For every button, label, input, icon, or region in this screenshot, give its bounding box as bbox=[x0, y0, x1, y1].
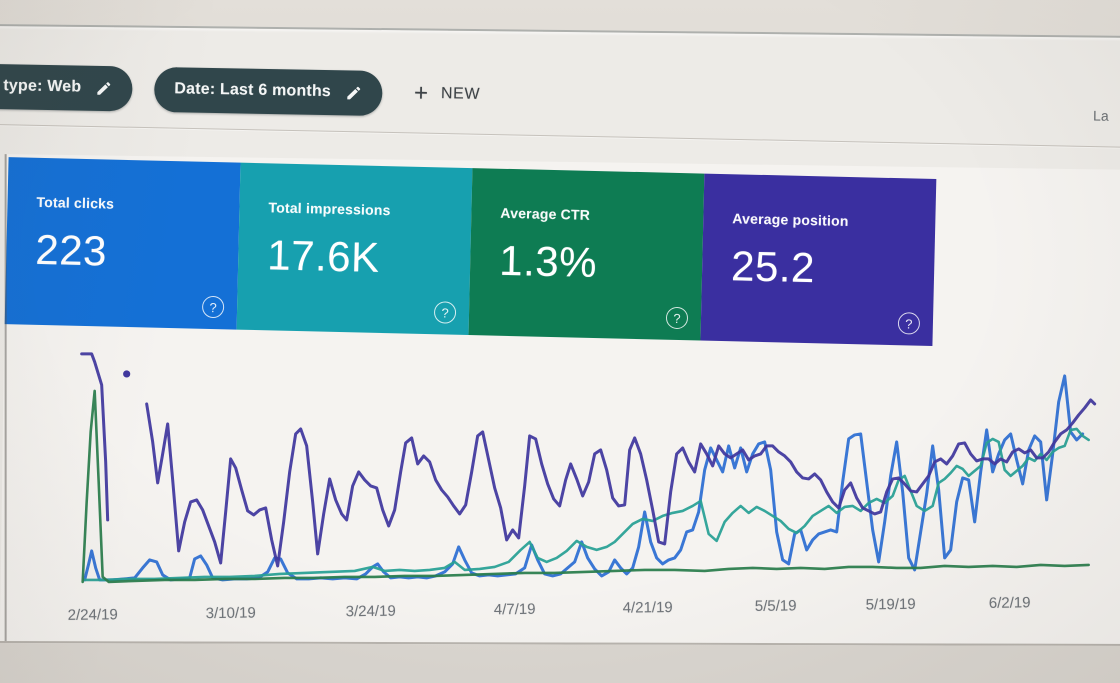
average-position-value: 25.2 bbox=[730, 242, 816, 292]
date-filter-chip[interactable]: Date: Last 6 months bbox=[153, 66, 383, 116]
help-icon[interactable]: ? bbox=[665, 306, 689, 330]
search-console-screen: type: Web Date: Last 6 months + NEW La T… bbox=[0, 24, 1120, 683]
search-type-filter-chip[interactable]: type: Web bbox=[0, 63, 133, 111]
x-axis-tick-label: 4/21/19 bbox=[622, 599, 673, 617]
help-icon[interactable]: ? bbox=[433, 301, 457, 324]
plus-icon: + bbox=[413, 79, 429, 107]
date-filter-label: Date: Last 6 months bbox=[174, 80, 332, 101]
performance-line-chart[interactable] bbox=[0, 342, 1111, 647]
last-updated-partial-text: La bbox=[1093, 107, 1109, 124]
edit-pencil-icon[interactable] bbox=[345, 84, 362, 101]
help-icon[interactable]: ? bbox=[201, 295, 225, 319]
total-impressions-card[interactable]: Total impressions 17.6K ? bbox=[236, 162, 473, 336]
metric-cards-row: Total clicks 223 ? Total impressions 17.… bbox=[4, 157, 937, 346]
help-icon[interactable]: ? bbox=[897, 312, 921, 335]
total-impressions-label: Total impressions bbox=[268, 199, 391, 219]
average-ctr-card[interactable]: Average CTR 1.3% ? bbox=[468, 168, 705, 341]
new-filter-button-label: NEW bbox=[440, 85, 481, 103]
average-position-label: Average position bbox=[732, 210, 849, 229]
edit-pencil-icon[interactable] bbox=[95, 79, 112, 96]
x-axis-tick-label: 5/5/19 bbox=[754, 597, 797, 615]
total-clicks-card[interactable]: Total clicks 223 ? bbox=[4, 157, 241, 330]
average-position-card[interactable]: Average position 25.2 ? bbox=[700, 173, 937, 346]
x-axis-tick-label: 4/7/19 bbox=[493, 600, 536, 619]
toolbar-divider bbox=[0, 123, 1120, 149]
below-panel-area bbox=[0, 642, 1120, 683]
total-clicks-value: 223 bbox=[34, 225, 108, 275]
x-axis-tick-label: 6/2/19 bbox=[988, 594, 1031, 612]
average-ctr-value: 1.3% bbox=[498, 236, 598, 287]
x-axis-tick-label: 2/24/19 bbox=[67, 606, 118, 624]
total-impressions-value: 17.6K bbox=[266, 231, 381, 281]
filter-toolbar: type: Web Date: Last 6 months + NEW bbox=[0, 62, 1120, 131]
x-axis-tick-label: 5/19/19 bbox=[865, 595, 916, 614]
new-filter-button[interactable]: + NEW bbox=[413, 79, 481, 107]
x-axis-tick-label: 3/10/19 bbox=[205, 604, 256, 623]
x-axis-tick-label: 3/24/19 bbox=[345, 602, 396, 621]
search-type-filter-label: type: Web bbox=[3, 77, 82, 96]
total-clicks-label: Total clicks bbox=[36, 193, 115, 212]
average-ctr-label: Average CTR bbox=[500, 204, 591, 223]
